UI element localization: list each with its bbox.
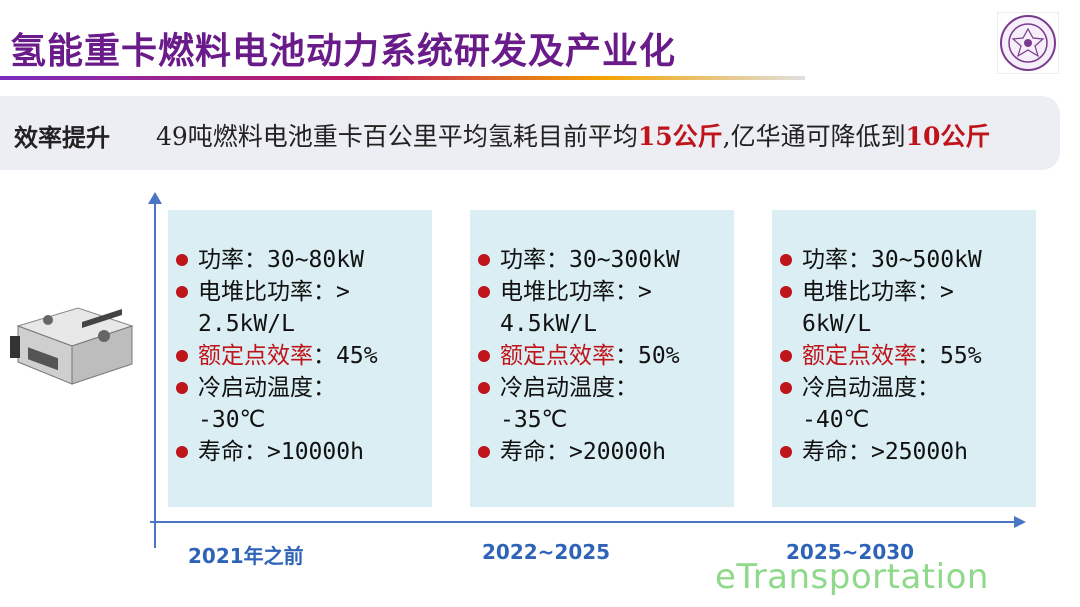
spec-stack-power-value: 6kW/L bbox=[802, 311, 872, 337]
spec-card-2022-2025: 功率：30~300kW 电堆比功率：> 4.5kW/L 额定点效率 ：50% 冷启… bbox=[470, 210, 734, 507]
bullet-icon bbox=[176, 446, 188, 458]
spec-power: 功率：30~300kW bbox=[478, 244, 734, 276]
spec-efficiency: 额定点效率 ：55% bbox=[780, 340, 1036, 372]
banner-text-before: 49吨燃料电池重卡百公里平均氢耗目前平均 bbox=[156, 122, 638, 151]
bullet-icon bbox=[478, 446, 490, 458]
spec-card-2021: 功率：30~80kW 电堆比功率：> 2.5kW/L 额定点效率 ：45% 冷启动… bbox=[168, 210, 432, 507]
bullet-icon bbox=[780, 254, 792, 266]
bullet-icon bbox=[478, 350, 490, 362]
bullet-icon bbox=[780, 350, 792, 362]
period-label-2021: 2021年之前 bbox=[188, 544, 304, 568]
bullet-icon bbox=[780, 382, 792, 394]
period-label-2022-2025: 2022~2025 bbox=[482, 540, 611, 564]
spec-card-2025-2030: 功率：30~500kW 电堆比功率：> 6kW/L 额定点效率 ：55% 冷启动温… bbox=[772, 210, 1036, 507]
spec-stack-power-value: 4.5kW/L bbox=[500, 311, 597, 337]
spec-life: 寿命：>25000h bbox=[780, 436, 1036, 468]
spec-cold-start-value: -30℃ bbox=[198, 407, 266, 433]
spec-stack-power-value: 2.5kW/L bbox=[198, 311, 295, 337]
bullet-icon bbox=[176, 350, 188, 362]
spec-cold-start: 冷启动温度： bbox=[478, 372, 734, 404]
spec-cold-start: 冷启动温度： bbox=[176, 372, 432, 404]
spec-stack-power: 电堆比功率：> bbox=[478, 276, 734, 308]
banner-text-middle: ,亿华通可降低到 bbox=[722, 122, 906, 151]
bullet-icon bbox=[478, 286, 490, 298]
banner-text: 49吨燃料电池重卡百公里平均氢耗目前平均15公斤,亿华通可降低到10公斤 bbox=[156, 117, 990, 153]
spec-stack-power: 电堆比功率：> bbox=[780, 276, 1036, 308]
spec-cold-start: 冷启动温度： bbox=[780, 372, 1036, 404]
spec-life: 寿命：>20000h bbox=[478, 436, 734, 468]
timeline-horizontal-axis bbox=[150, 521, 1016, 523]
spec-efficiency: 额定点效率 ：50% bbox=[478, 340, 734, 372]
banner-label: 效率提升 bbox=[14, 124, 110, 152]
watermark: eTransportation bbox=[715, 557, 989, 597]
horizontal-axis-arrow-icon bbox=[1014, 516, 1026, 528]
bullet-icon bbox=[176, 254, 188, 266]
spec-efficiency: 额定点效率 ：45% bbox=[176, 340, 432, 372]
title-underline bbox=[0, 76, 805, 80]
bullet-icon bbox=[176, 286, 188, 298]
timeline-vertical-axis bbox=[154, 200, 156, 548]
spec-life: 寿命：>10000h bbox=[176, 436, 432, 468]
bullet-icon bbox=[176, 382, 188, 394]
banner-highlight-target: 10公斤 bbox=[905, 122, 991, 151]
vertical-axis-arrow-icon bbox=[148, 192, 162, 204]
bullet-icon bbox=[478, 382, 490, 394]
spec-cold-start-value: -35℃ bbox=[500, 407, 568, 433]
bullet-icon bbox=[780, 446, 792, 458]
fuel-cell-system-image bbox=[10, 307, 134, 385]
spec-power: 功率：30~80kW bbox=[176, 244, 432, 276]
banner-highlight-current: 15公斤 bbox=[637, 122, 723, 151]
period-label-2025-2030: 2025~2030 bbox=[786, 540, 915, 564]
summary-banner bbox=[0, 96, 1060, 170]
bullet-icon bbox=[478, 254, 490, 266]
spec-stack-power: 电堆比功率：> bbox=[176, 276, 432, 308]
spec-power: 功率：30~500kW bbox=[780, 244, 1036, 276]
university-seal-icon bbox=[997, 12, 1059, 74]
spec-cold-start-value: -40℃ bbox=[802, 407, 870, 433]
bullet-icon bbox=[780, 286, 792, 298]
page-title: 氢能重卡燃料电池动力系统研发及产业化 bbox=[10, 31, 677, 72]
